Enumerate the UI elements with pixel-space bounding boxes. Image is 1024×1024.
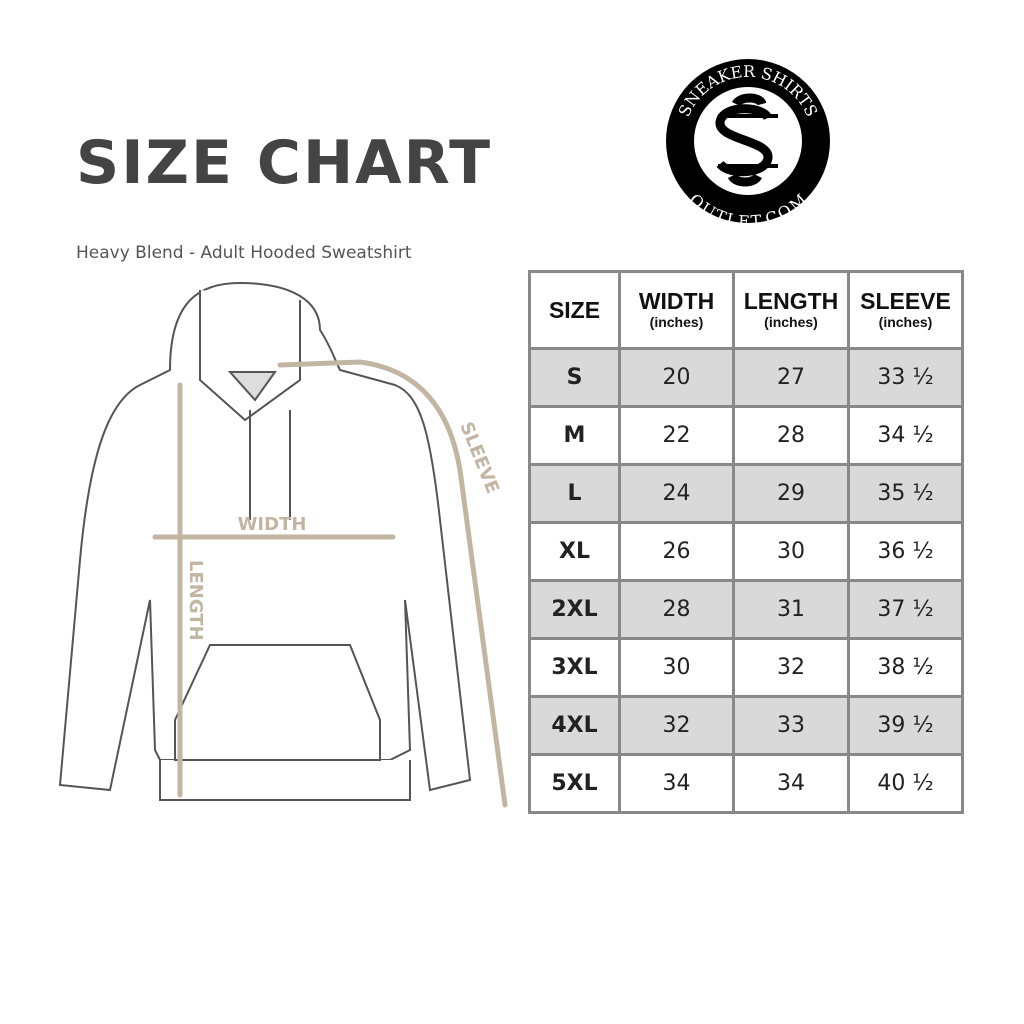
header-sleeve: SLEEVE (inches) [847,270,964,350]
length-cell: 33 [732,695,850,756]
length-cell: 34 [732,753,850,814]
length-cell: 28 [732,405,850,466]
width-cell: 22 [618,405,735,466]
sleeve-cell: 39 ½ [847,695,964,756]
header-width: WIDTH (inches) [618,270,735,350]
header-size: SIZE [528,270,621,350]
table-row: M 22 28 34 ½ [528,405,964,466]
width-cell: 28 [618,579,735,640]
size-cell: 2XL [528,579,621,640]
table-row: S 20 27 33 ½ [528,347,964,408]
length-cell: 29 [732,463,850,524]
width-cell: 30 [618,637,735,698]
table-row: 5XL 34 34 40 ½ [528,753,964,814]
sleeve-cell: 37 ½ [847,579,964,640]
size-cell: 5XL [528,753,621,814]
monogram-icon [715,93,778,187]
page-title: SIZE CHART [76,128,493,198]
size-cell: XL [528,521,621,582]
hoodie-diagram: WIDTH LENGTH SLEEVE [58,281,508,808]
brand-logo: SNEAKER SHIRTS OUTLET.COM [666,59,830,226]
table-header-row: SIZE WIDTH (inches) LENGTH (inches) SLEEVE… [528,270,964,350]
size-cell: S [528,347,621,408]
size-cell: 3XL [528,637,621,698]
sleeve-cell: 34 ½ [847,405,964,466]
length-cell: 30 [732,521,850,582]
size-cell: 4XL [528,695,621,756]
header-length: LENGTH (inches) [732,270,850,350]
length-cell: 32 [732,637,850,698]
length-cell: 31 [732,579,850,640]
size-table: SIZE WIDTH (inches) LENGTH (inches) SLEEVE… [528,270,964,814]
table-row: 2XL 28 31 37 ½ [528,579,964,640]
width-cell: 24 [618,463,735,524]
width-cell: 20 [618,347,735,408]
width-cell: 26 [618,521,735,582]
sleeve-cell: 40 ½ [847,753,964,814]
width-cell: 34 [618,753,735,814]
table-row: 4XL 32 33 39 ½ [528,695,964,756]
size-cell: L [528,463,621,524]
sleeve-cell: 35 ½ [847,463,964,524]
size-cell: M [528,405,621,466]
width-cell: 32 [618,695,735,756]
table-row: L 24 29 35 ½ [528,463,964,524]
table-row: 3XL 30 32 38 ½ [528,637,964,698]
sleeve-cell: 33 ½ [847,347,964,408]
sleeve-cell: 38 ½ [847,637,964,698]
sleeve-arrow [277,359,508,808]
length-label: LENGTH [185,560,206,641]
sleeve-cell: 36 ½ [847,521,964,582]
table-row: XL 26 30 36 ½ [528,521,964,582]
length-cell: 27 [732,347,850,408]
width-label: WIDTH [238,514,307,535]
subtitle: Heavy Blend - Adult Hooded Sweatshirt [76,243,412,263]
